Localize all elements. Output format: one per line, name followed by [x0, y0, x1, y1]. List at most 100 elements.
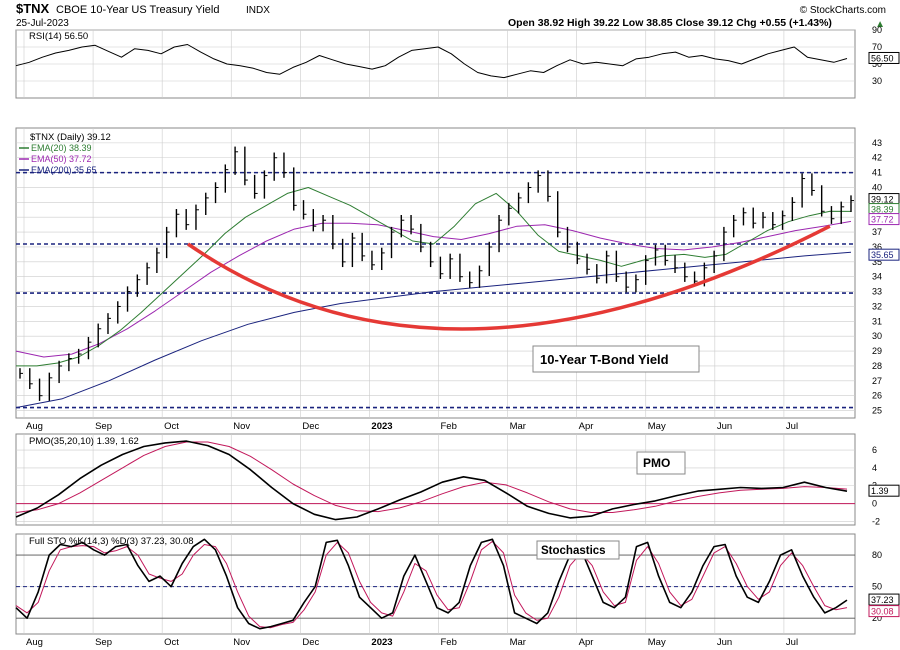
price-panel-frame [15, 127, 856, 419]
price-value-label: 37.72 [871, 215, 894, 225]
pmo-line [15, 440, 848, 521]
pmo-label: PMO [643, 456, 670, 470]
sto-label-box [536, 540, 620, 560]
x-tick-label: Nov [233, 637, 250, 648]
x-tick-label: Sep [95, 421, 112, 432]
x-tick-label: May [648, 637, 666, 648]
y-tick-label: 50 [872, 59, 882, 69]
x-tick-label: May [648, 421, 666, 432]
x-tick-label: 2023 [371, 637, 392, 648]
y-tick-label: 35 [872, 257, 882, 267]
x-tick-label: Jul [786, 637, 798, 648]
y-tick-label: 30 [872, 331, 882, 341]
y-tick-label: 27 [872, 376, 882, 386]
ema50-line [15, 220, 852, 358]
x-tick-label: Jul [786, 421, 798, 432]
y-tick-label: 29 [872, 346, 882, 356]
y-tick-label: 20 [872, 613, 882, 623]
x-tick-label: Jun [717, 637, 732, 648]
instrument-name: CBOE 10-Year US Treasury Yield [56, 4, 219, 16]
y-tick-label: 26 [872, 391, 882, 401]
ema200-line [15, 251, 852, 409]
y-tick-label: 34 [872, 272, 882, 282]
x-tick-label: Dec [302, 421, 319, 432]
x-tick-label: Dec [302, 637, 319, 648]
pmo-value-label: 1.39 [871, 486, 889, 496]
x-tick-label: Apr [579, 421, 594, 432]
price-title: $TNX (Daily) 39.12 [30, 132, 111, 143]
x-tick-label: 2023 [371, 421, 392, 432]
sto-k-value-label: 37.23 [871, 595, 894, 605]
ohlc-readout: Open 38.92 High 39.22 Low 38.85 Close 39… [508, 17, 832, 29]
pmo-title: PMO(35,20,10) 1.39, 1.62 [29, 436, 139, 447]
symbol-label: $TNX [16, 1, 50, 16]
y-tick-label: 36 [872, 242, 882, 252]
y-tick-label: 33 [872, 287, 882, 297]
y-tick-label: 90 [872, 25, 882, 35]
rsi-panel-group: 90 70 50 30 56.50 RSI(14) 56.50 [15, 25, 900, 99]
sto-k-line [15, 538, 848, 630]
rsi-title: RSI(14) 56.50 [29, 31, 88, 42]
x-tick-label: Sep [95, 637, 112, 648]
y-tick-label: 80 [872, 550, 882, 560]
y-tick-label: 4 [872, 463, 877, 473]
price-value-label: 35.65 [871, 250, 894, 260]
price-panel-group: Aug Sep Oct Nov Dec 2023 Feb Mar Apr May Jun Jul 43 4… [15, 127, 900, 432]
pmo-value-label-box [868, 484, 900, 497]
x-tick-label: Jun [717, 421, 732, 432]
sto-panel-frame [15, 533, 856, 635]
y-tick-label: 30 [872, 76, 882, 86]
y-tick-label: 40 [872, 182, 882, 192]
y-tick-label: 32 [872, 301, 882, 311]
x-tick-label: Aug [26, 637, 43, 648]
sto-title: Full STO %K(14,3) %D(3) 37.23, 30.08 [29, 536, 194, 547]
sto-d-value-label: 30.08 [871, 607, 894, 617]
x-tick-label: Oct [164, 421, 179, 432]
x-tick-label: Mar [510, 637, 526, 648]
y-tick-label: 6 [872, 445, 877, 455]
y-tick-label: 31 [872, 316, 882, 326]
sto-label: Stochastics [541, 545, 606, 557]
price-value-label-box [868, 213, 900, 226]
sto-d-line [15, 540, 848, 629]
y-tick-label: 28 [872, 361, 882, 371]
rsi-value-label: 56.50 [871, 53, 894, 63]
x-tick-label: Feb [441, 421, 457, 432]
legend-entry: EMA(50) 37.72 [31, 154, 92, 164]
pmo-signal-line [15, 441, 848, 513]
rsi-value-label-box [868, 51, 900, 64]
annotation-label: 10-Year T-Bond Yield [540, 352, 669, 367]
x-tick-label: Feb [441, 637, 457, 648]
bowl-arc [187, 224, 831, 331]
sto-k-value-label-box [868, 593, 900, 606]
x-tick-label: Oct [164, 637, 179, 648]
price-value-label: 38.39 [871, 205, 894, 215]
pmo-panel-frame [15, 433, 856, 526]
pmo-label-box [636, 451, 686, 475]
price-value-label-box [868, 248, 900, 261]
y-tick-label: -2 [872, 516, 880, 526]
y-tick-label: 50 [872, 582, 882, 592]
x-tick-label: Mar [510, 421, 526, 432]
copyright: © StockCharts.com [800, 5, 886, 16]
y-tick-label: 0 [872, 499, 877, 509]
y-tick-label: 70 [872, 42, 882, 52]
x-tick-label: Aug [26, 421, 43, 432]
y-tick-label: 41 [872, 168, 882, 178]
legend-entry: EMA(20) 38.39 [31, 143, 92, 153]
y-tick-label: 25 [872, 406, 882, 416]
legend-entry: EMA(200) 35.65 [31, 165, 97, 175]
y-tick-label: 42 [872, 153, 882, 163]
x-tick-label: Nov [233, 421, 250, 432]
annotation-box [532, 345, 700, 373]
y-tick-label: 37 [872, 227, 882, 237]
price-value-label: 39.12 [871, 195, 894, 205]
rsi-line [15, 44, 848, 79]
sto-panel-group: Aug Sep Oct Nov Dec 2023 Feb Mar Apr May Jun Jul 80 5… [15, 533, 900, 648]
exchange-label: INDX [246, 5, 270, 16]
sto-d-value-label-box [868, 605, 900, 618]
ema20-line [16, 187, 852, 367]
x-tick-label: Apr [579, 637, 594, 648]
